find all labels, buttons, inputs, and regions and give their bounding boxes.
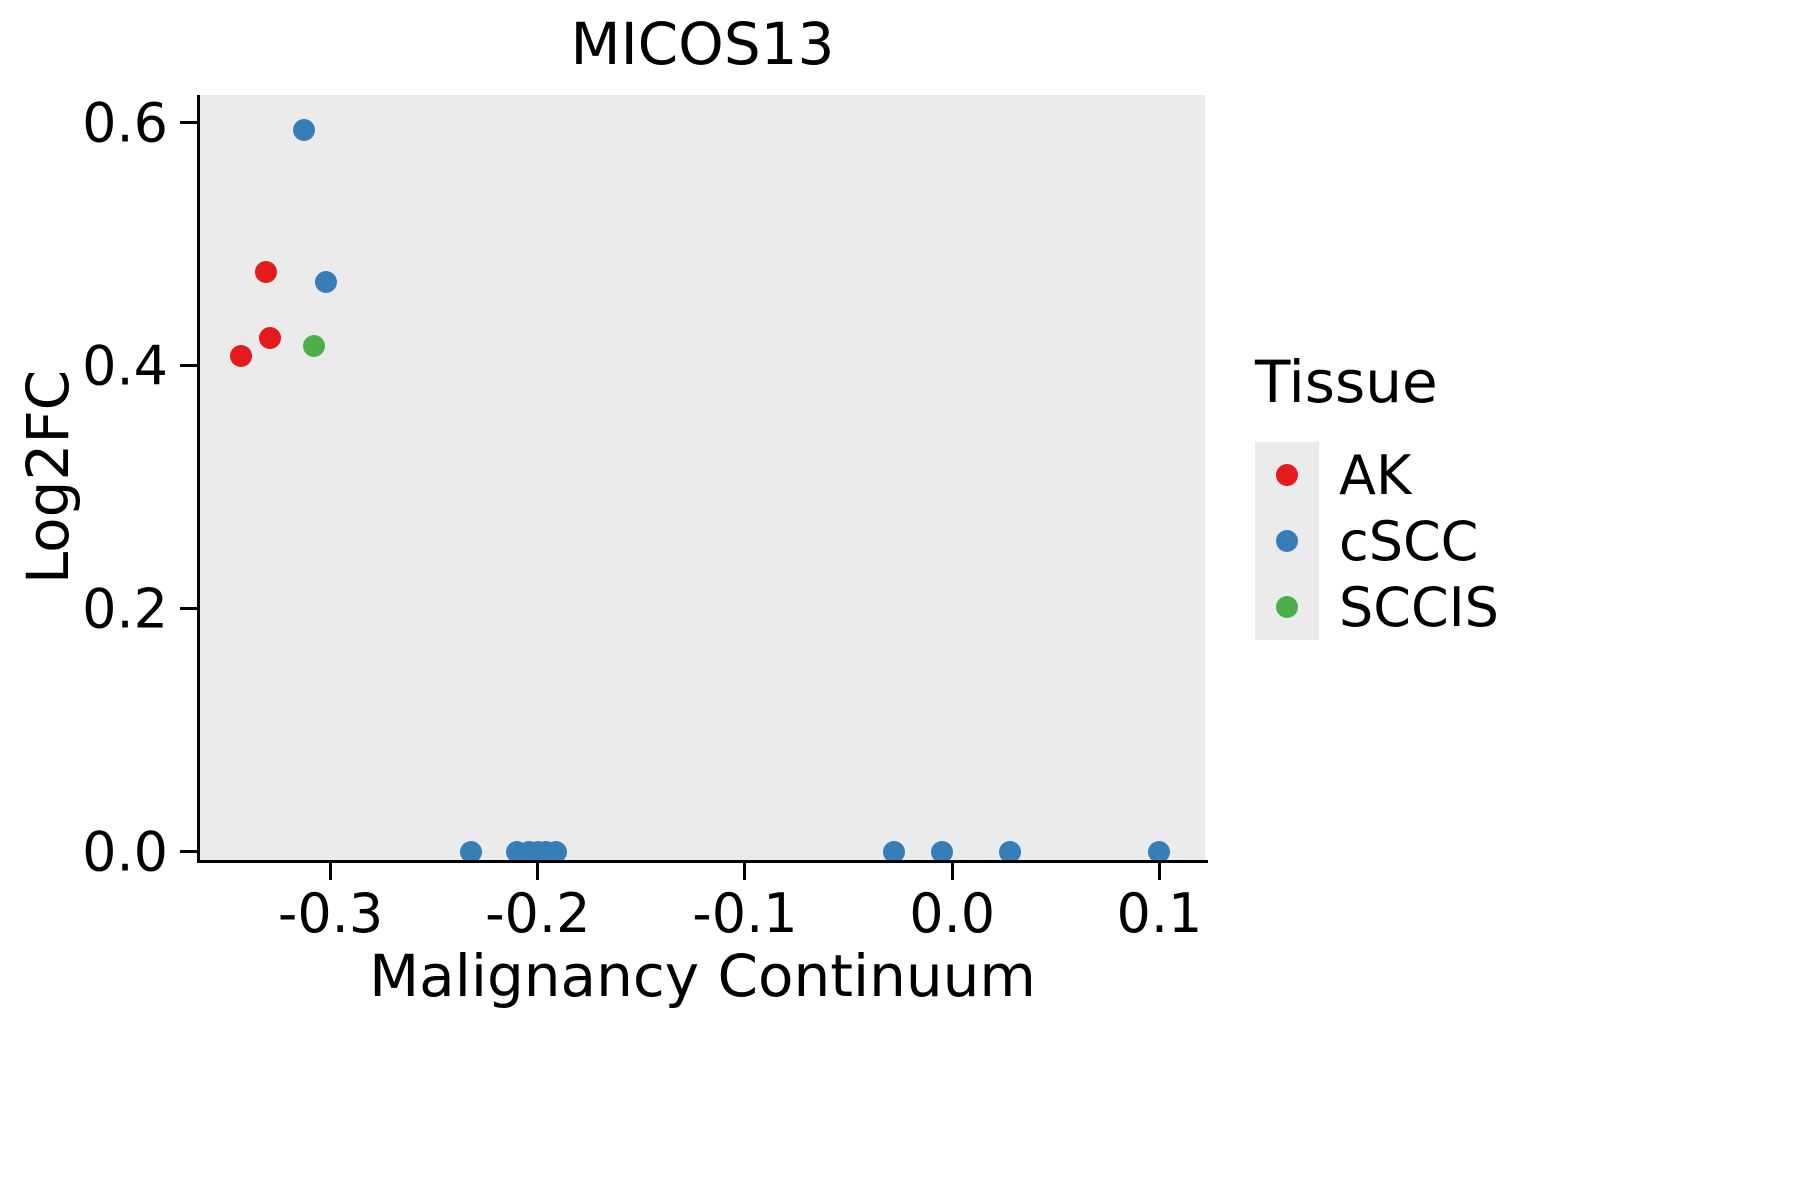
cscc-color-dot-icon [1276, 530, 1298, 552]
legend-key-swatch [1255, 442, 1319, 508]
x-tick-mark [1157, 863, 1161, 880]
y-axis-line [197, 95, 200, 863]
chart-title: MICOS13 [570, 10, 835, 78]
data-point-sccis [302, 335, 325, 358]
data-point-ak [255, 261, 278, 284]
data-point-cscc [930, 840, 953, 863]
y-axis-title: Log2FC [14, 369, 82, 585]
legend-label: AK [1339, 443, 1412, 507]
x-tick-label: 0.0 [909, 882, 996, 945]
data-point-cscc [292, 119, 315, 142]
x-tick-mark [950, 863, 954, 880]
ak-color-dot-icon [1276, 464, 1298, 486]
data-point-cscc [460, 840, 483, 863]
x-axis-line [197, 860, 1208, 863]
legend-title: Tissue [1255, 348, 1438, 416]
data-point-cscc [883, 840, 906, 863]
data-point-cscc [545, 840, 568, 863]
x-tick-label: 0.1 [1116, 882, 1203, 945]
y-tick-label: 0.0 [82, 820, 168, 883]
x-axis-title: Malignancy Continuum [369, 942, 1036, 1010]
x-tick-mark [536, 863, 540, 880]
legend-item-ak: AK [1255, 442, 1499, 508]
x-tick-label: -0.3 [277, 882, 384, 945]
sccis-color-dot-icon [1276, 596, 1298, 618]
legend-key-swatch [1255, 508, 1319, 574]
y-tick-mark [180, 607, 197, 611]
y-tick-mark [180, 850, 197, 853]
x-tick-label: -0.1 [692, 882, 798, 945]
legend-item-cscc: cSCC [1255, 508, 1499, 574]
plot-panel [200, 95, 1205, 863]
legend-item-sccis: SCCIS [1255, 574, 1499, 640]
y-tick-label: 0.4 [82, 334, 168, 398]
data-point-cscc [1148, 840, 1171, 863]
data-point-cscc [999, 840, 1022, 863]
y-tick-mark [180, 121, 197, 125]
legend: Tissue AK cSCC SCCIS [1255, 348, 1499, 640]
y-tick-label: 0.6 [82, 91, 168, 155]
legend-label: SCCIS [1339, 575, 1499, 639]
y-tick-label: 0.2 [82, 577, 168, 641]
legend-key-swatch [1255, 574, 1319, 640]
x-tick-label: -0.2 [485, 882, 591, 945]
x-tick-mark [329, 863, 333, 880]
data-point-ak [230, 345, 253, 368]
data-point-cscc [315, 271, 338, 293]
x-tick-mark [743, 863, 747, 880]
data-point-ak [259, 326, 282, 349]
legend-label: cSCC [1339, 509, 1479, 573]
y-tick-mark [180, 364, 197, 368]
legend-items: AK cSCC SCCIS [1255, 442, 1499, 640]
